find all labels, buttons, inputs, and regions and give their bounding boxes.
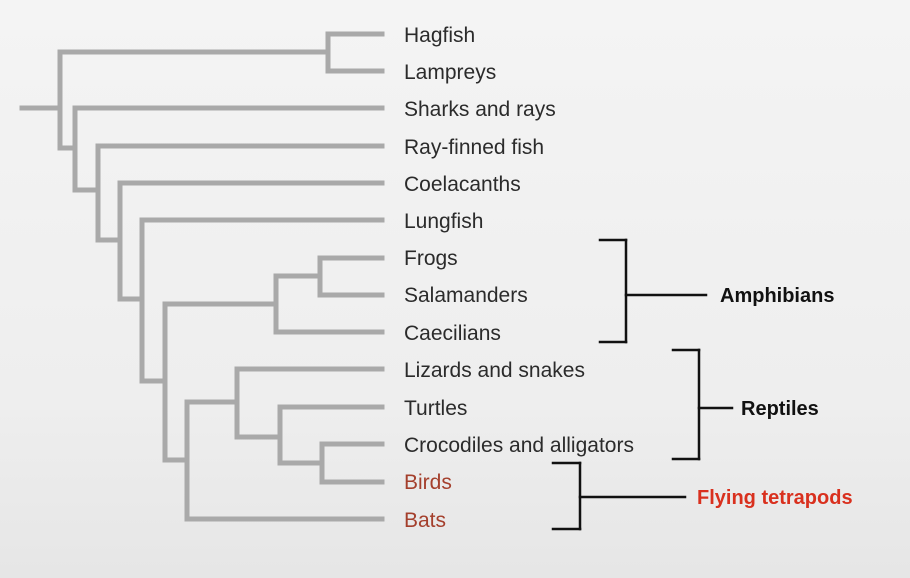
taxon-hagfish: Hagfish <box>404 24 476 47</box>
taxon-lungfish: Lungfish <box>404 210 484 233</box>
taxon-sharks-and-rays: Sharks and rays <box>404 98 556 121</box>
taxon-bats: Bats <box>404 509 447 532</box>
taxon-crocodiles-and-alligators: Crocodiles and alligators <box>404 434 634 457</box>
taxon-frogs: Frogs <box>404 247 458 270</box>
taxon-ray-finned-fish: Ray-finned fish <box>404 136 545 159</box>
taxon-coelacanths: Coelacanths <box>404 173 521 196</box>
taxon-lizards-and-snakes: Lizards and snakes <box>404 359 585 382</box>
group-label-reptiles: Reptiles <box>741 398 819 420</box>
taxon-lampreys: Lampreys <box>404 61 497 84</box>
taxon-salamanders: Salamanders <box>404 284 528 307</box>
taxon-caecilians: Caecilians <box>404 322 501 345</box>
taxon-birds: Birds <box>404 471 452 494</box>
taxon-turtles: Turtles <box>404 397 468 420</box>
group-label-amphibians: Amphibians <box>720 285 835 307</box>
group-label-flying-tetrapods: Flying tetrapods <box>697 487 853 509</box>
